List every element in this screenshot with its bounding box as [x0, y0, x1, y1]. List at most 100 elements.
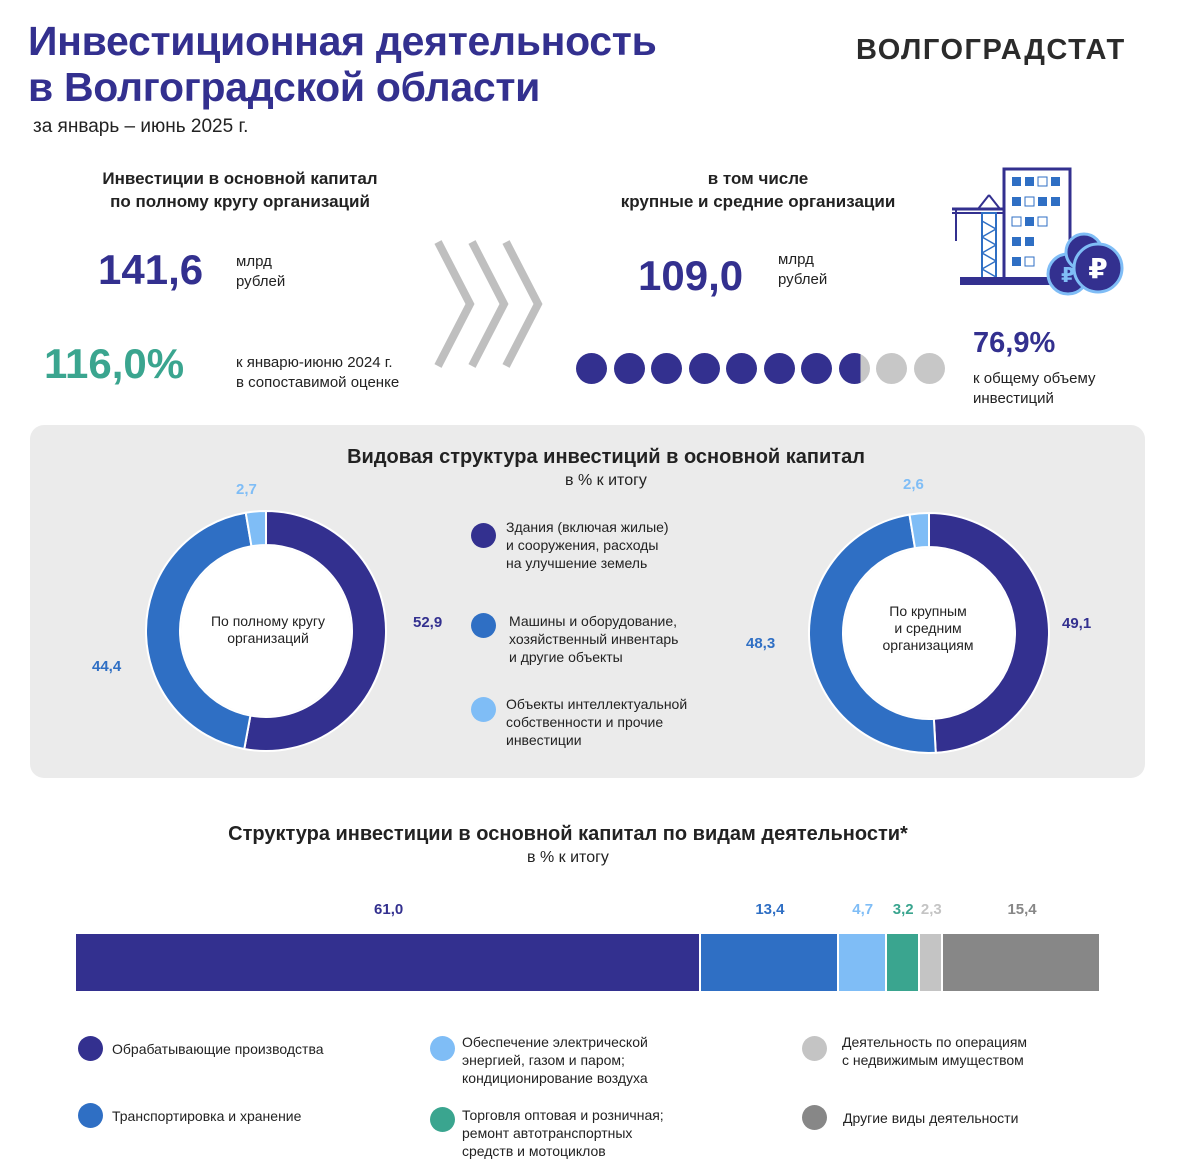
bar-label-other: 15,4: [1007, 901, 1037, 918]
legend-energy: Обеспечение электрической энергией, газо…: [462, 1033, 648, 1087]
donut-segment-buildings: [243, 510, 387, 752]
share-dot: [913, 353, 945, 384]
center-line-1: По крупным: [889, 603, 967, 619]
legend-line: собственности и прочие: [506, 714, 664, 730]
donut-segment-ip: [244, 510, 267, 548]
legend-line: Обрабатывающие производства: [112, 1041, 324, 1057]
legend-dot-other: [802, 1105, 827, 1130]
legend-real-estate: Деятельность по операциям с недвижимым и…: [842, 1033, 1027, 1069]
legend-line: Машины и оборудование,: [509, 613, 678, 629]
legend-dot-trade: [430, 1107, 455, 1132]
legend-line: с недвижимым имуществом: [842, 1052, 1024, 1068]
building-crane-icon: [952, 167, 1078, 285]
title-line-1: Инвестиционная деятельность: [28, 18, 657, 64]
legend-dot-transport: [78, 1103, 103, 1128]
bar-label-trade: 3,2: [892, 901, 914, 918]
legend-dot-energy: [430, 1036, 455, 1061]
donut-2-label-ip: 2,6: [903, 476, 924, 493]
page-title: Инвестиционная деятельность в Волгоградс…: [28, 18, 657, 110]
growth-note-line-1: к январю-июню 2024 г.: [236, 354, 393, 371]
donut-segment-machinery: [145, 511, 253, 751]
legend-line: инвестиции: [506, 732, 582, 748]
legend-buildings: Здания (включая жилые) и сооружения, рас…: [506, 518, 669, 572]
legend-dot-machinery: [471, 613, 496, 638]
donut-1-center-label: По полному кругу организаций: [186, 613, 350, 647]
legend-line: Обеспечение электрической: [462, 1034, 648, 1050]
svg-text:₽: ₽: [1088, 252, 1107, 285]
legend-line: Транспортировка и хранение: [112, 1108, 302, 1124]
legend-line: энергией, газом и паром;: [462, 1052, 625, 1068]
activity-structure-subtitle: в % к итогу: [527, 849, 609, 866]
bar-segment-real-estate: [919, 934, 942, 991]
legend-line: Здания (включая жилые): [506, 519, 669, 535]
share-percent: 76,9%: [973, 327, 1056, 359]
left-block-heading: Инвестиции в основной капитал по полному…: [60, 167, 420, 213]
legend-line: и другие объекты: [509, 649, 623, 665]
share-dot: [613, 353, 645, 384]
donut-1-label-ip: 2,7: [236, 481, 257, 498]
share-dot: [576, 353, 607, 384]
legend-machinery: Машины и оборудование, хозяйственный инв…: [509, 612, 678, 666]
center-line-2: организаций: [227, 630, 309, 646]
share-dot: [763, 353, 795, 384]
donut-hole: [844, 548, 1014, 718]
right-heading-line-1: в том числе: [707, 169, 809, 188]
bar-label-real-estate: 2,3: [920, 901, 942, 918]
legend-dot-real-estate: [802, 1036, 827, 1061]
share-dot: [876, 353, 907, 384]
donut-2-label-machinery: 48,3: [746, 635, 776, 652]
large-orgs-investment-value: 109,0: [638, 252, 744, 299]
share-dot: [726, 353, 757, 384]
share-dots-indicator: [576, 352, 956, 386]
stacked-bar: [76, 934, 1101, 991]
brand-logo: ВОЛГОГРАДСТАТ: [856, 34, 1126, 66]
large-orgs-investment-unit: млрд рублей: [778, 250, 827, 290]
donut-2-center-label: По крупным и средним организациям: [848, 603, 1008, 654]
share-note-line-1: к общему объему: [973, 370, 1096, 387]
svg-text:₽: ₽: [1061, 263, 1075, 287]
legend-line: на улучшение земель: [506, 555, 648, 571]
share-dot: [688, 353, 720, 384]
legend-dot-ip: [471, 697, 496, 722]
growth-note-line-2: в сопоставимой оценке: [236, 374, 400, 391]
donut-chart-large-orgs: [808, 512, 1050, 754]
donut-1-label-buildings: 52,9: [413, 614, 443, 631]
legend-line: и сооружения, расходы: [506, 537, 659, 553]
growth-note: к январю-июню 2024 г. в сопоставимой оце…: [236, 353, 399, 393]
structure-title: Видовая структура инвестиций в основной …: [347, 446, 865, 468]
bar-label-manufacturing: 61,0: [374, 901, 404, 918]
triple-chevron-right-icon: [434, 240, 543, 368]
growth-percent: 116,0%: [44, 340, 185, 387]
bar-label-energy: 4,7: [852, 901, 874, 918]
unit-line-1: млрд: [778, 251, 814, 268]
legend-ip: Объекты интеллектуальной собственности и…: [506, 695, 687, 749]
share-dot: [801, 353, 832, 384]
donut-1-label-machinery: 44,4: [92, 658, 122, 675]
bar-segment-manufacturing: [76, 934, 700, 991]
left-heading-line-1: Инвестиции в основной капитал: [102, 169, 378, 188]
share-note: к общему объему инвестиций: [973, 369, 1095, 409]
period-subtitle: за январь – июнь 2025 г.: [33, 116, 249, 137]
ruble-coins-icon: ₽ ₽: [1046, 232, 1124, 296]
donut-chart-full-circle: [145, 510, 387, 752]
unit-line-2: рублей: [778, 271, 828, 288]
bar-value-labels: 61,0 13,4 4,7 3,2 2,3 15,4: [76, 901, 1101, 925]
legend-line: Объекты интеллектуальной: [506, 696, 688, 712]
center-line-1: По полному кругу: [210, 613, 326, 629]
center-line-2: и средним: [894, 620, 962, 636]
bar-segment-trade: [886, 934, 918, 991]
legend-line: средств и мотоциклов: [462, 1143, 606, 1159]
legend-line: Другие виды деятельности: [843, 1110, 1019, 1126]
right-block-heading: в том числе крупные и средние организаци…: [578, 167, 938, 213]
share-dot: [838, 353, 870, 384]
legend-line: Торговля оптовая и розничная;: [462, 1107, 664, 1123]
total-investment-value: 141,6: [98, 246, 204, 293]
legend-other: Другие виды деятельности: [843, 1109, 1018, 1127]
share-note-line-2: инвестиций: [973, 390, 1054, 407]
legend-line: кондиционирование воздуха: [462, 1070, 648, 1086]
bar-label-transport: 13,4: [755, 901, 785, 918]
activity-structure-title: Структура инвестиции в основной капитал …: [228, 823, 908, 845]
left-heading-line-2: по полному кругу организаций: [110, 192, 370, 211]
total-investment-unit: млрд рублей: [236, 252, 285, 292]
donut-2-label-buildings: 49,1: [1062, 615, 1092, 632]
